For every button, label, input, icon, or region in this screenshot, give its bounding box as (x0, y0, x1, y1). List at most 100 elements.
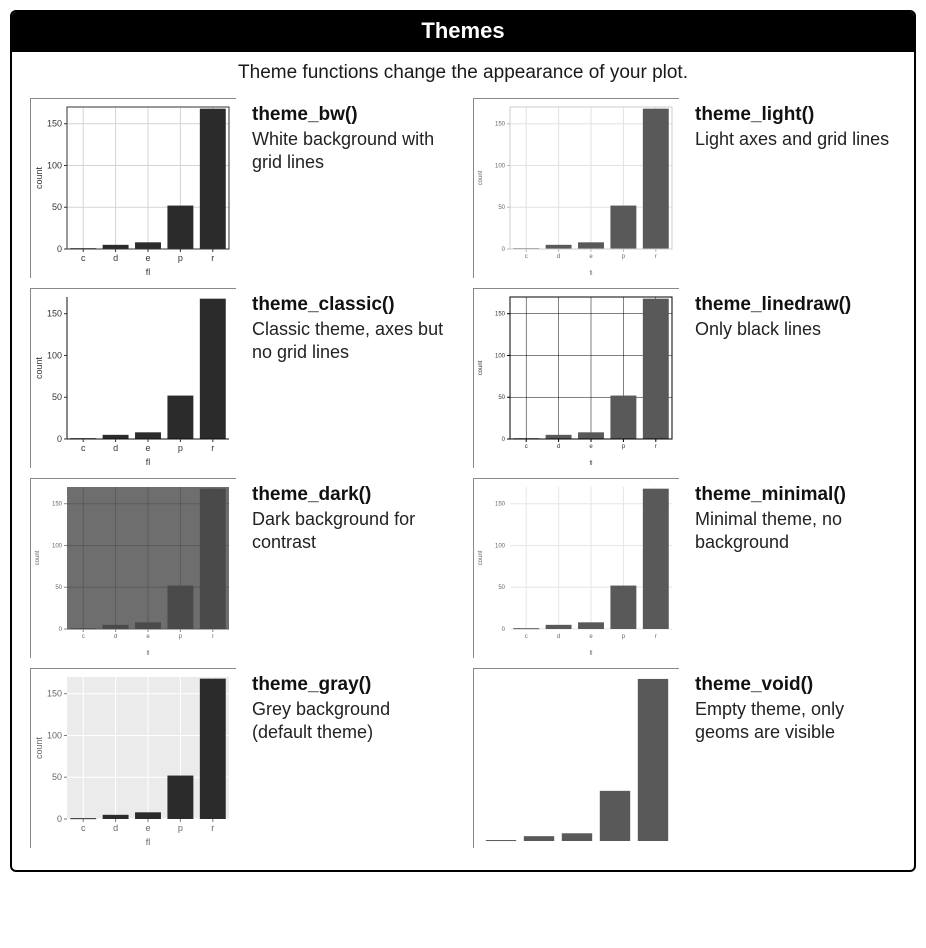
svg-text:150: 150 (495, 502, 506, 508)
svg-text:r: r (655, 444, 657, 450)
svg-text:150: 150 (47, 119, 62, 129)
svg-text:p: p (178, 823, 183, 833)
theme-cell-light: 050100150cdeprflcounttheme_light()Light … (473, 98, 896, 278)
svg-text:d: d (113, 253, 118, 263)
svg-text:50: 50 (55, 585, 62, 591)
theme-thumbnail-linedraw: 050100150cdeprflcount (473, 288, 679, 468)
theme-description-linedraw: theme_linedraw()Only black lines (695, 288, 851, 341)
svg-text:r: r (212, 634, 214, 640)
svg-text:50: 50 (52, 772, 62, 782)
svg-text:d: d (114, 634, 117, 640)
svg-text:p: p (178, 443, 183, 453)
svg-text:d: d (557, 254, 560, 260)
theme-description-void: theme_void()Empty theme, only geoms are … (695, 668, 896, 743)
svg-text:fl: fl (147, 651, 150, 657)
theme-thumbnail-minimal: 050100150cdeprflcount (473, 478, 679, 658)
theme-name: theme_void() (695, 674, 896, 696)
theme-cell-linedraw: 050100150cdeprflcounttheme_linedraw()Onl… (473, 288, 896, 468)
svg-text:count: count (35, 550, 41, 565)
svg-text:r: r (655, 254, 657, 260)
svg-text:fl: fl (146, 457, 151, 467)
svg-text:fl: fl (590, 271, 593, 277)
theme-desc-text: White background with grid lines (252, 128, 453, 173)
svg-text:c: c (81, 443, 86, 453)
theme-desc-text: Dark background for contrast (252, 508, 453, 553)
svg-text:count: count (34, 736, 44, 759)
svg-text:100: 100 (495, 163, 506, 169)
themes-grid: 0 50 100 150 c d e p r fl count theme_bw()White bac… (12, 98, 914, 870)
theme-cell-dark: 050100150cdeprflcounttheme_dark()Dark ba… (30, 478, 453, 658)
svg-text:e: e (145, 443, 150, 453)
theme-name: theme_dark() (252, 484, 453, 506)
svg-text:r: r (211, 823, 214, 833)
theme-description-minimal: theme_minimal()Minimal theme, no backgro… (695, 478, 896, 553)
svg-text:r: r (211, 253, 214, 263)
svg-text:count: count (478, 550, 484, 565)
svg-text:d: d (113, 823, 118, 833)
svg-text:100: 100 (52, 543, 63, 549)
svg-text:0: 0 (57, 814, 62, 824)
svg-text:100: 100 (47, 730, 62, 740)
theme-cell-bw: 050100150cdeprflcounttheme_bw()White bac… (30, 98, 453, 278)
theme-cell-minimal: 050100150cdeprflcounttheme_minimal()Mini… (473, 478, 896, 658)
card-title: Themes (12, 12, 914, 52)
svg-text:150: 150 (52, 502, 63, 508)
svg-text:0: 0 (57, 434, 62, 444)
theme-name: theme_bw() (252, 104, 453, 126)
theme-desc-text: Grey background (default theme) (252, 698, 453, 743)
theme-thumbnail-dark: 050100150cdeprflcount (30, 478, 236, 658)
svg-text:r: r (211, 443, 214, 453)
svg-text:50: 50 (498, 585, 505, 591)
svg-text:c: c (82, 634, 85, 640)
themes-card: Themes Theme functions change the appear… (10, 10, 916, 872)
svg-text:0: 0 (57, 244, 62, 254)
svg-text:c: c (525, 254, 528, 260)
svg-text:d: d (557, 634, 560, 640)
theme-description-light: theme_light()Light axes and grid lines (695, 98, 889, 151)
svg-text:c: c (81, 253, 86, 263)
svg-text:fl: fl (146, 837, 151, 847)
svg-text:100: 100 (495, 353, 506, 359)
svg-text:e: e (145, 253, 150, 263)
svg-text:50: 50 (498, 395, 505, 401)
svg-text:count: count (34, 356, 44, 379)
theme-cell-classic: 0 50 100 150 c d e p r fl count theme_classic()Clas… (30, 288, 453, 468)
svg-text:100: 100 (47, 350, 62, 360)
theme-description-dark: theme_dark()Dark background for contrast (252, 478, 453, 553)
theme-desc-text: Only black lines (695, 318, 851, 341)
theme-thumbnail-light: 050100150cdeprflcount (473, 98, 679, 278)
svg-text:count: count (478, 360, 484, 375)
svg-text:150: 150 (47, 309, 62, 319)
theme-cell-gray: 0 50 100 150 c d e p r fl count theme_gray()Grey ba… (30, 668, 453, 848)
svg-text:e: e (145, 823, 150, 833)
theme-thumbnail-gray: 0 50 100 150 c d e p r fl count (30, 668, 236, 848)
svg-text:count: count (34, 166, 44, 189)
theme-description-bw: theme_bw()White background with grid lin… (252, 98, 453, 173)
svg-text:d: d (557, 444, 560, 450)
svg-text:r: r (655, 634, 657, 640)
theme-desc-text: Minimal theme, no background (695, 508, 896, 553)
theme-description-classic: theme_classic()Classic theme, axes but n… (252, 288, 453, 363)
svg-text:100: 100 (47, 160, 62, 170)
svg-text:fl: fl (146, 267, 151, 277)
svg-text:150: 150 (495, 122, 506, 128)
theme-thumbnail-classic: 0 50 100 150 c d e p r fl count (30, 288, 236, 468)
theme-description-gray: theme_gray()Grey background (default the… (252, 668, 453, 743)
svg-text:count: count (478, 170, 484, 185)
theme-name: theme_minimal() (695, 484, 896, 506)
svg-text:50: 50 (498, 205, 505, 211)
theme-thumbnail-void (473, 668, 679, 848)
theme-desc-text: Light axes and grid lines (695, 128, 889, 151)
svg-text:150: 150 (47, 689, 62, 699)
svg-text:fl: fl (590, 461, 593, 467)
card-subtitle: Theme functions change the appearance of… (12, 52, 914, 98)
svg-text:c: c (81, 823, 86, 833)
svg-text:100: 100 (495, 543, 506, 549)
svg-text:d: d (113, 443, 118, 453)
theme-thumbnail-bw: 050100150cdeprflcount (30, 98, 236, 278)
svg-text:50: 50 (52, 392, 62, 402)
theme-desc-text: Empty theme, only geoms are visible (695, 698, 896, 743)
svg-text:p: p (178, 253, 183, 263)
theme-name: theme_classic() (252, 294, 453, 316)
svg-text:c: c (525, 634, 528, 640)
